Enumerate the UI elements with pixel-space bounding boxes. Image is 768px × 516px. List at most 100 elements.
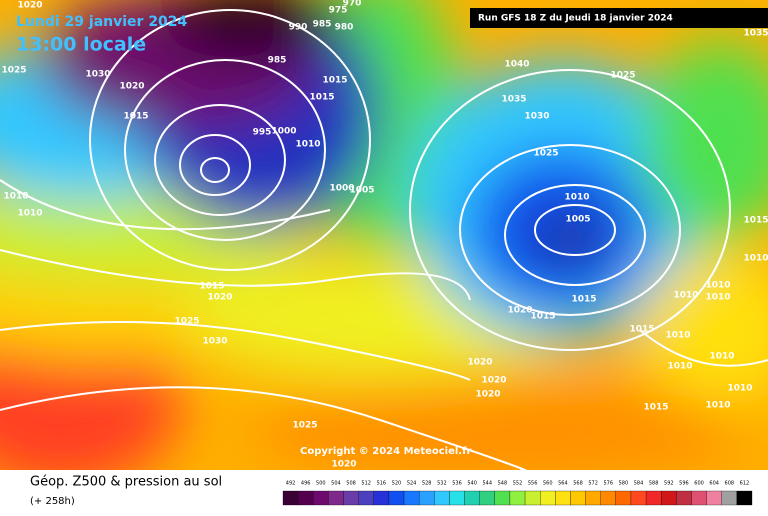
isobar-label: 1000 [271,127,296,137]
colorbar-label: 564 [558,481,568,487]
isobars [0,9,768,470]
colorbar-cell [615,490,632,506]
colorbar-cell [555,490,571,506]
isobar-label: 1015 [571,295,596,305]
isobar-label: 985 [268,56,287,66]
isobar-label: 1015 [199,282,224,292]
isobar-label: 1010 [3,192,28,202]
isobar-label: 1020 [481,376,506,386]
isobar-label: 1020 [467,358,492,368]
colorbar-cell [449,490,465,506]
colorbar-cell [540,490,556,506]
isobar-label: 1025 [533,149,558,159]
colorbar-cell [297,490,314,506]
colorbar-cell [721,490,738,506]
colorbar-cell [630,490,647,506]
colorbar-label: 520 [392,481,402,487]
isobar-label: 1025 [1,66,26,76]
colorbar-cell [494,490,511,506]
isobar-label: 1010 [667,362,692,372]
isobar-label: 980 [335,23,354,33]
isobar-label: 1015 [530,312,555,322]
colorbar-cell [585,490,601,506]
colorbar-label: 500 [316,481,326,487]
colorbar-label: 596 [679,481,689,487]
colorbar-label: 536 [452,481,462,487]
isobar-label: 1030 [202,337,227,347]
isobar-label: 1025 [174,317,199,327]
colorbar-label: 588 [649,481,659,487]
isobar-label: 1035 [501,95,526,105]
colorbar-cell [313,490,329,506]
isobar-label: 1010 [705,281,730,291]
forecast-lead: (+ 258h) [30,496,75,507]
isobar-label: 1020 [507,306,532,316]
colorbar-label: 600 [694,481,704,487]
colorbar-label: 532 [437,481,447,487]
isobar-label: 975 [329,6,348,16]
colorbar-cell [464,490,480,506]
isobar-label: 1020 [207,293,232,303]
isobar-label: 1015 [629,325,654,335]
colorbar-cell [600,490,616,506]
isobar-label: 1000 [329,184,354,194]
isobar-label: 1020 [475,390,500,400]
isobar-label: 1010 [295,140,320,150]
isobar-label: 1020 [119,82,144,92]
colorbar-label: 556 [528,481,538,487]
colorbar-label: 608 [725,481,735,487]
isobar-label: 1010 [727,384,752,394]
copyright: Copyright © 2024 Meteociel.fr [300,446,471,457]
isobar-label: 1025 [292,421,317,431]
colorbar-label: 584 [634,481,644,487]
colorbar-cell [328,490,344,506]
colorbar-cell [343,490,359,506]
colorbar-cell [358,490,374,506]
colorbar-cell [479,490,495,506]
isobar-label: 1010 [17,209,42,219]
colorbar-cell [373,490,390,506]
run-info: Run GFS 18 Z du Jeudi 18 janvier 2024 [478,14,673,24]
colorbar-label: 496 [301,481,311,487]
colorbar-cell [736,490,753,506]
isobar-label: 1015 [743,216,768,226]
colorbar-cell [570,490,586,506]
colorbar-label: 516 [377,481,387,487]
isobar-label: 990 [289,23,308,33]
colorbar-label: 548 [498,481,508,487]
run-banner [470,8,768,28]
isobar-label: 1020 [17,1,42,11]
colorbar-cell [645,490,662,506]
isobar-label: 1010 [673,291,698,301]
colorbar-label: 528 [422,481,432,487]
isobar-label: 1015 [123,112,148,122]
isobar-label: 1005 [349,186,374,196]
colorbar-cell [676,490,692,506]
isobar-label: 1010 [705,293,730,303]
colorbar-label: 604 [709,481,719,487]
colorbar-cell [388,490,405,506]
isobar-label: 1015 [643,403,668,413]
colorbar-label: 540 [467,481,477,487]
isobar-label: 1010 [564,193,589,203]
isobar-label: 1010 [705,401,730,411]
colorbar-cell [509,490,526,506]
isobar-label: 1035 [743,29,768,39]
colorbar-cell [661,490,677,506]
colorbar-cell [706,490,722,506]
colorbar-label: 576 [604,481,614,487]
colorbar-label: 524 [407,481,417,487]
colorbar: 492 496 500 504 508 512 516 520 524 528 532 536 540 5… [282,481,753,506]
colorbar-cell [419,490,435,506]
valid-date: Lundi 29 janvier 2024 [16,14,188,30]
isobar-label: 995 [253,128,272,138]
isobar-label: 1020 [331,460,356,470]
isobar-label: 1030 [85,70,110,80]
colorbar-label: 552 [513,481,523,487]
colorbar-cell [403,490,420,506]
colorbar-cell [524,490,541,506]
isobar-label: 970 [343,0,362,9]
colorbar-label: 504 [331,481,341,487]
